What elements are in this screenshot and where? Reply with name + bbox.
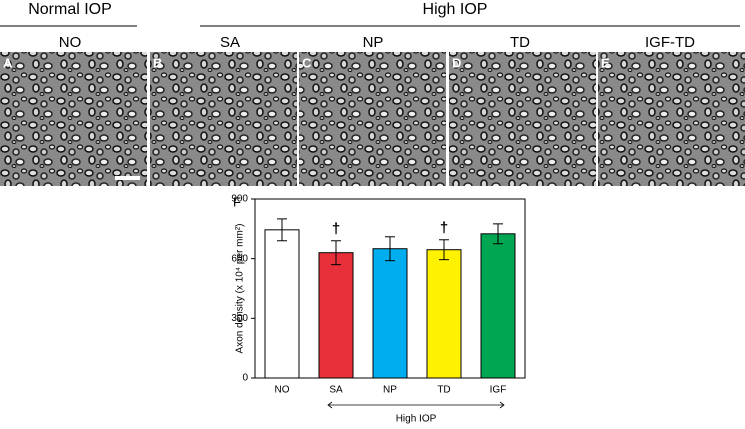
header-high: High IOP (423, 1, 488, 18)
y-tick-label: 900 (231, 194, 248, 205)
panel-letter: A (3, 55, 13, 70)
bar (264, 229, 300, 379)
panel-letter: C (302, 55, 312, 70)
x-tick-label: NP (383, 385, 397, 396)
panel-letter: D (452, 55, 461, 70)
panel-letter: B (153, 55, 162, 70)
significance-mark: † (332, 221, 340, 238)
micrograph (0, 52, 147, 186)
y-axis-label: Axon density (x 10⁴ per mm²) (235, 224, 246, 354)
group-arrow (499, 401, 505, 409)
bar (480, 233, 516, 379)
micrograph (449, 52, 596, 186)
bar (426, 249, 462, 379)
bar (318, 252, 354, 379)
x-tick-label: NO (275, 385, 290, 396)
significance-mark: † (440, 220, 448, 237)
bar (372, 248, 408, 379)
micrograph (299, 52, 446, 186)
micrograph (150, 52, 297, 186)
panel-label: NO (59, 34, 82, 51)
panel-letter: E (601, 55, 610, 70)
x-tick-label: TD (437, 385, 450, 396)
y-tick-label: 0 (242, 373, 248, 384)
micrograph (598, 52, 745, 186)
panel-label: NP (363, 34, 384, 51)
panel-label: SA (220, 34, 240, 51)
plot-frame (254, 198, 526, 379)
y-tick-label: 300 (231, 313, 248, 324)
x-tick-label: SA (329, 385, 343, 396)
header-normal: Normal IOP (28, 1, 112, 18)
panel-letter: F (233, 194, 241, 209)
group-label: High IOP (396, 414, 437, 425)
y-tick-label: 600 (231, 253, 248, 264)
panel-label: TD (510, 34, 530, 51)
x-tick-label: IGF (490, 385, 507, 396)
panel-label: IGF-TD (645, 34, 695, 51)
group-arrow (327, 401, 333, 409)
